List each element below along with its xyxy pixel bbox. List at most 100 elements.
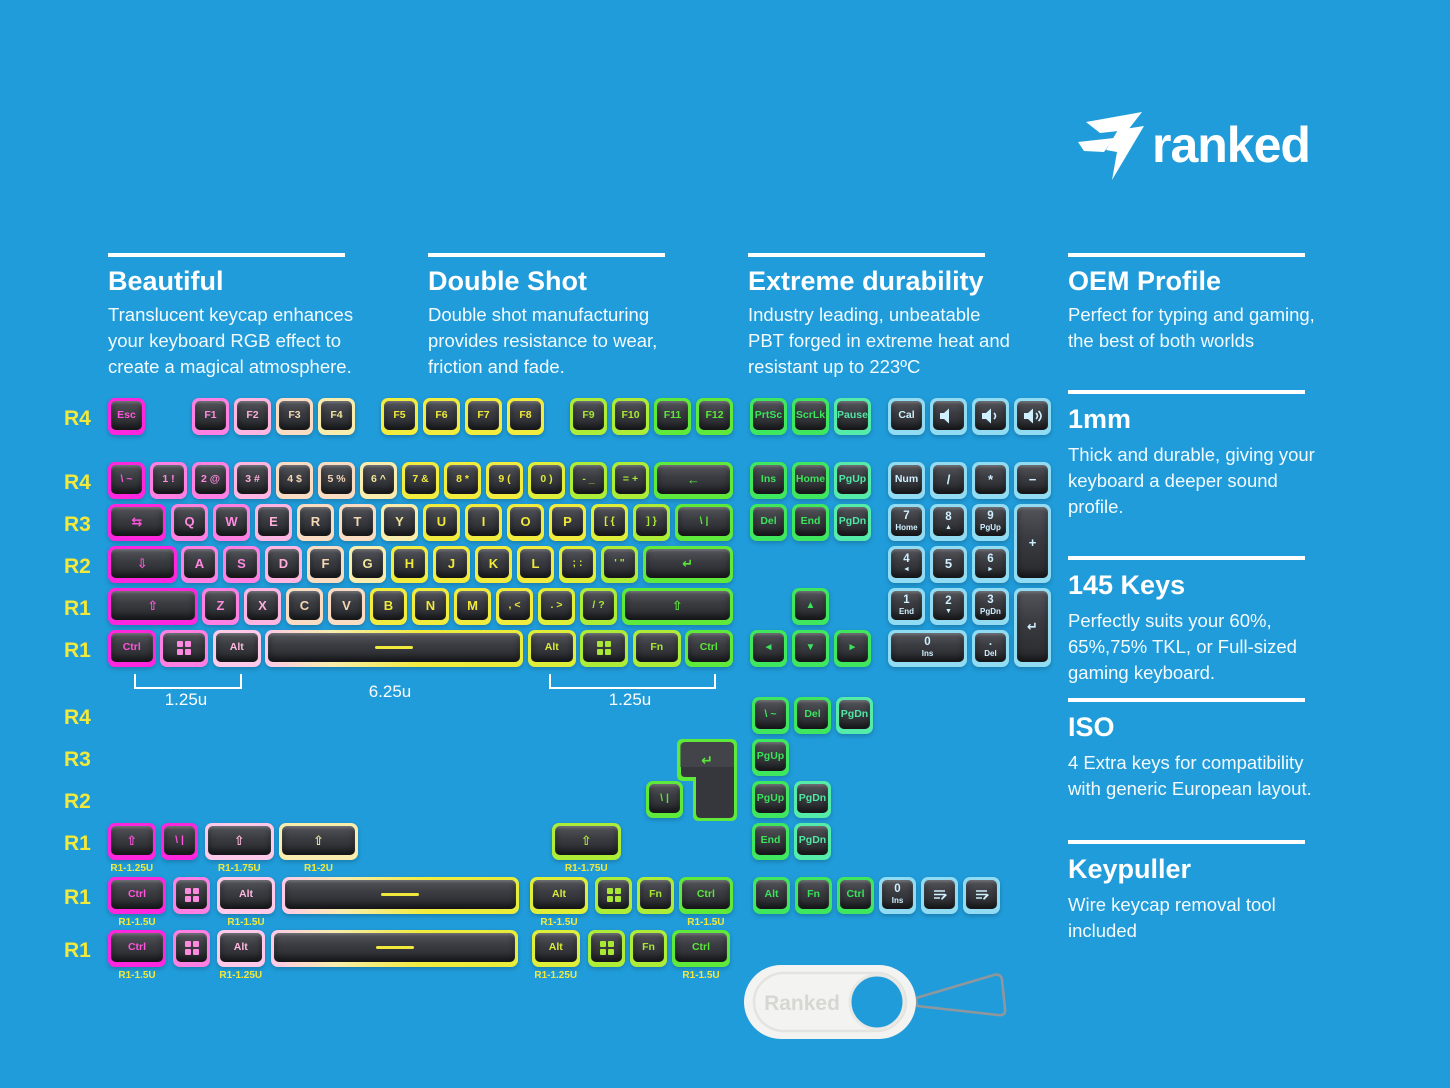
keycap: F1 (192, 398, 229, 435)
space-dash (375, 946, 414, 949)
keycap-legend: F2 (246, 409, 259, 422)
keycap-size-label: R1-1.5U (540, 917, 578, 928)
keycap-sub-legend: Home (895, 522, 918, 532)
keycap: Ctrl (108, 630, 156, 667)
keycap-legend: R (310, 514, 321, 529)
keycap: F10 (612, 398, 649, 435)
windows-icon (176, 640, 191, 655)
keycap: End (792, 504, 829, 541)
keycap-legend: Ins (760, 473, 777, 486)
feature-rule (1068, 253, 1305, 257)
sidebar-feature-title: ISO (1068, 712, 1115, 742)
keycap: 3 # (234, 462, 271, 499)
keycap: \ ~ (752, 697, 789, 734)
keycap: , < (496, 588, 533, 625)
sidebar-feature-body: Perfectly suits your 60%, 65%,75% TKL, o… (1068, 610, 1297, 683)
keycap-legend: Fn (650, 641, 664, 654)
keycap: PgDn (794, 781, 831, 818)
keycap (963, 877, 1000, 914)
keycap: ▲ (792, 588, 829, 625)
keycap: 3 PgDn (972, 588, 1009, 625)
keycap-legend: F3 (288, 409, 301, 422)
keycap: \ ~ (108, 462, 145, 499)
keycap-legend: ⇩ (136, 556, 148, 571)
windows-icon (596, 640, 611, 655)
sidebar-feature-title: Keypuller (1068, 854, 1192, 884)
windows-icon (599, 940, 614, 955)
keycap-legend: I (481, 514, 486, 529)
keycap-legend: F (321, 556, 330, 571)
keycap-legend: P (563, 514, 572, 529)
keycap: - _ (570, 462, 607, 499)
keycap-legend: C (299, 598, 310, 613)
keycap-legend: Num (894, 473, 919, 486)
keycap: X (244, 588, 281, 625)
speaker-high-icon (1023, 408, 1042, 423)
keycap-legend: ] } (646, 515, 657, 528)
keycap (580, 630, 628, 667)
feature-title: OEM Profile (1068, 266, 1222, 296)
keycap-size-label: R1-1.5U (227, 917, 265, 928)
sidebar-feature-title: 1mm (1068, 404, 1132, 434)
keycap-legend: 6 (987, 552, 994, 565)
keycap: ⇩ (108, 546, 177, 583)
keycap: 8 * (444, 462, 481, 499)
keycap-legend: - _ (582, 473, 595, 486)
keycap-legend: / ? (592, 599, 605, 612)
row-label: R2 (64, 790, 91, 813)
keycap (173, 877, 210, 914)
keycap: 0 ) (528, 462, 565, 499)
keycap-legend: Alt (544, 641, 559, 654)
keycap-legend: ' " (614, 557, 625, 570)
keycap-legend: G (362, 556, 373, 571)
keypuller-wire (914, 973, 1007, 1017)
keycap: 5 (930, 546, 967, 583)
keycap-legend: Ctrl (127, 888, 147, 901)
keycap-legend: 0 ) (540, 473, 553, 486)
keycap: D (265, 546, 302, 583)
keycap: I (465, 504, 502, 541)
sidebar-feature-body: 4 Extra keys for compatibility with gene… (1068, 752, 1312, 799)
keycap (265, 630, 523, 667)
keycap: Ctrl (108, 930, 166, 967)
dimension-label: 1.25u (164, 690, 208, 709)
feature-body: Perfect for typing and gaming, the best … (1068, 304, 1315, 351)
keycap: Alt (753, 877, 790, 914)
keycap: Ctrl (108, 877, 166, 914)
keycap: PgDn (834, 504, 871, 541)
keycap: PgUp (752, 739, 789, 776)
row-label: R4 (64, 407, 91, 430)
keycap: T (339, 504, 376, 541)
keycap: [ { (591, 504, 628, 541)
keycap-legend: Fn (642, 941, 655, 954)
keycap-legend: , < (508, 599, 521, 612)
keycap-sub-legend: ◄ (903, 566, 910, 574)
keycap-legend: . > (550, 599, 563, 612)
keycap: ⇧ (622, 588, 733, 625)
keycap-legend: M (467, 598, 478, 613)
keycap-sub-legend: Del (984, 648, 997, 658)
keycap: F9 (570, 398, 607, 435)
keycap-legend: Ctrl (122, 641, 141, 654)
keycap-legend: Ctrl (846, 888, 865, 901)
keycap-sub-legend: Ins (921, 648, 934, 658)
keycap-legend: \ | (699, 515, 709, 528)
keycap: K (475, 546, 512, 583)
keycap-legend: ↵ (682, 556, 694, 571)
keycap: V (328, 588, 365, 625)
keycap-legend: 4 $ (287, 473, 302, 486)
keycap-size-label: R1-1.75U (564, 863, 608, 874)
keycap (972, 398, 1009, 435)
space-dash (381, 893, 420, 896)
keycap: N (412, 588, 449, 625)
keycap: ] } (633, 504, 670, 541)
keycap-legend: F7 (477, 409, 490, 422)
keycap: PrtSc (750, 398, 787, 435)
keycap-legend: Alt (233, 941, 248, 954)
row-label: R1 (64, 639, 91, 662)
feature-rule (1068, 556, 1305, 560)
keycap-legend: ⇧ (580, 833, 592, 848)
keycap: PgDn (794, 823, 831, 860)
keycap-legend: \ ~ (120, 473, 133, 486)
keycap-legend: V (342, 598, 351, 613)
